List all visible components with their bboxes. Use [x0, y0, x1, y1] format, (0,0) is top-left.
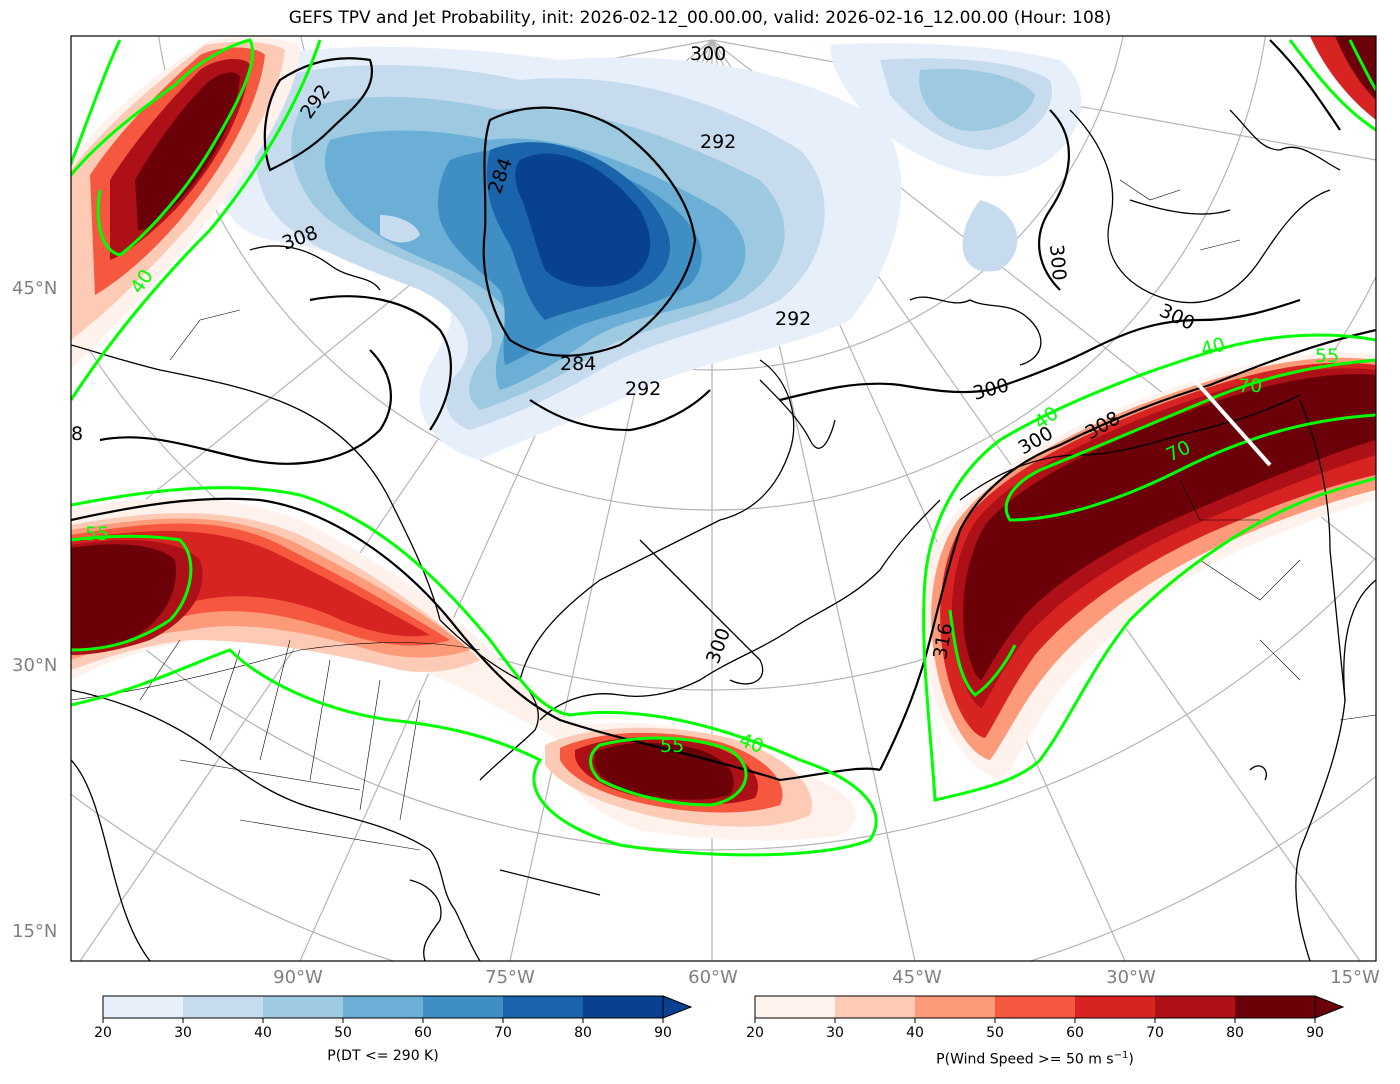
jet-colorbar-segment — [915, 996, 996, 1018]
tpv-colorbar-tick-label: 70 — [494, 1025, 512, 1041]
jet-colorbar-tick-label: 60 — [1066, 1025, 1084, 1041]
tpv-colorbar-label: P(DT <= 290 K) — [327, 1048, 439, 1064]
theta-label: 292 — [625, 378, 661, 400]
latitude-labels: 45°N 30°N 15°N — [12, 278, 57, 942]
map-content: 292 300 284 292 284 292 292 300 300 300 … — [71, 36, 1376, 961]
jet-label: 55 — [85, 523, 109, 545]
jet-colorbar-tick-label: 50 — [986, 1025, 1004, 1041]
map-title: GEFS TPV and Jet Probability, init: 2026… — [288, 8, 1112, 28]
jet-label: 70 — [1238, 375, 1262, 397]
lat-label: 45°N — [12, 278, 57, 299]
jet-colorbar-label: P(Wind Speed >= 50 m s−1) — [755, 1050, 1315, 1068]
tpv-probability-shading — [216, 43, 1082, 460]
tpv-colorbar-tick-label: 80 — [574, 1025, 592, 1041]
theta-label: 284 — [560, 353, 596, 375]
jet-colorbar-tick-label: 30 — [826, 1025, 844, 1041]
jet-colorbar-tick-label: 70 — [1146, 1025, 1164, 1041]
tpv-colorbar-tick-label: 90 — [654, 1025, 672, 1041]
jet-label: 55 — [660, 735, 684, 757]
lon-label: 15°W — [1330, 967, 1380, 988]
jet-colorbar-tick-label: 90 — [1306, 1025, 1324, 1041]
tpv-colorbar-segment — [183, 996, 264, 1018]
tpv-colorbar-tick-label: 20 — [94, 1025, 112, 1041]
lat-label: 15°N — [12, 921, 57, 942]
jet-colorbar-outline — [754, 995, 1316, 1019]
theta-contours — [71, 39, 1376, 782]
lon-label: 60°W — [688, 967, 738, 988]
tpv-colorbar-segment — [263, 996, 344, 1018]
map-frame — [70, 35, 1377, 962]
theta-label: 300 — [1045, 244, 1070, 282]
tpv-colorbar-tick-label: 30 — [174, 1025, 192, 1041]
tpv-colorbar: 20 30 40 50 60 70 80 90 — [94, 995, 693, 1041]
tpv-colorbar-segment — [103, 996, 184, 1018]
tpv-colorbar-tick-label: 60 — [414, 1025, 432, 1041]
tpv-colorbar-tick-label: 40 — [254, 1025, 272, 1041]
tpv-colorbar-segment — [503, 996, 584, 1018]
lon-label: 45°W — [892, 967, 942, 988]
tpv-colorbar-segment — [423, 996, 504, 1018]
lon-label: 30°W — [1106, 967, 1156, 988]
jet-colorbar-segment — [1075, 996, 1156, 1018]
theta-label: 8 — [71, 423, 83, 445]
theta-label: 292 — [775, 308, 811, 330]
theta-label: 300 — [690, 43, 726, 65]
jet-colorbar-tick-label: 80 — [1226, 1025, 1244, 1041]
jet-colorbar-label-sup: −1 — [1113, 1050, 1129, 1061]
longitude-labels: 90°W 75°W 60°W 45°W 30°W 15°W — [273, 967, 1380, 988]
jet-colorbar-label-text: P(Wind Speed >= 50 m s — [936, 1051, 1114, 1068]
jet-contours — [71, 38, 1376, 857]
jet-colorbar-tick-label: 20 — [746, 1025, 764, 1041]
jet-colorbar-segment — [1155, 996, 1236, 1018]
jet-colorbar-label-end: ) — [1128, 1051, 1134, 1068]
jet-label: 55 — [1315, 345, 1339, 367]
jet-axis-marker — [1188, 373, 1272, 467]
lat-label: 30°N — [12, 655, 57, 676]
jet-colorbar: 20 30 40 50 60 70 80 90 — [746, 995, 1345, 1041]
theta-label: 292 — [700, 131, 736, 153]
jet-colorbar-segment — [835, 996, 916, 1018]
jet-colorbar-segment — [1235, 996, 1316, 1018]
tpv-colorbar-tick-label: 50 — [334, 1025, 352, 1041]
borders — [71, 179, 1376, 851]
jet-colorbar-segment — [995, 996, 1076, 1018]
tpv-colorbar-segment — [583, 996, 664, 1018]
jet-colorbar-segment — [755, 996, 836, 1018]
tpv-colorbar-outline — [102, 995, 664, 1019]
tpv-colorbar-extend-arrow — [662, 995, 693, 1019]
lon-label: 75°W — [485, 967, 535, 988]
lon-label: 90°W — [273, 967, 323, 988]
tpv-colorbar-segment — [343, 996, 424, 1018]
jet-colorbar-tick-label: 40 — [906, 1025, 924, 1041]
jet-colorbar-extend-arrow — [1314, 995, 1345, 1019]
